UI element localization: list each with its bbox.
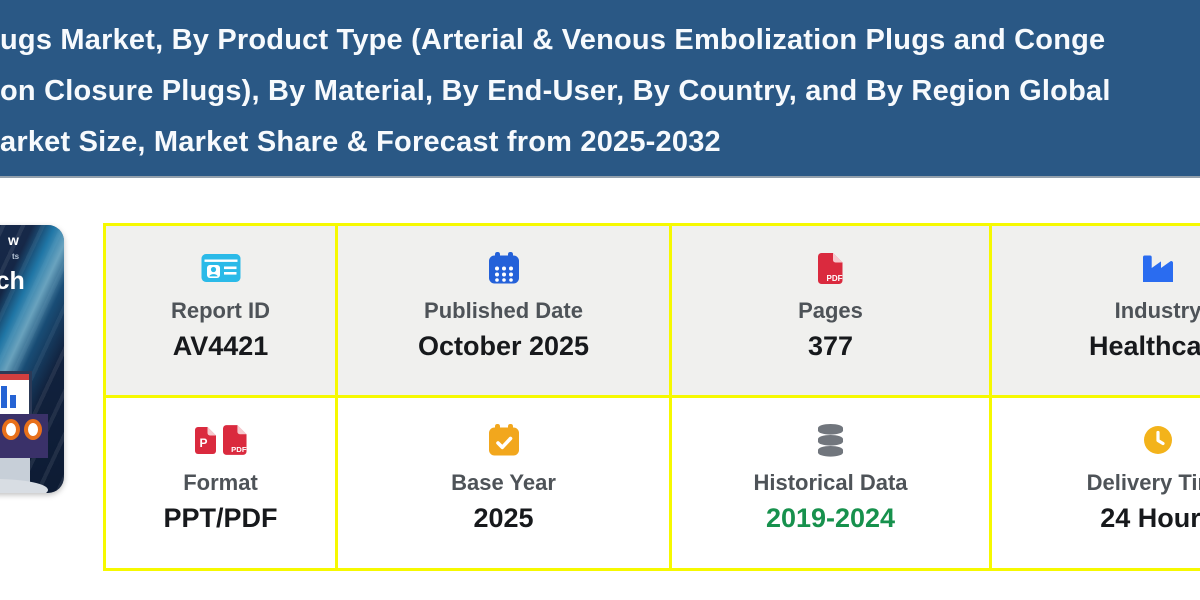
cover-donut-panel [0,414,48,458]
card-pages: PDF Pages 377 [672,226,989,395]
card-value: 2025 [473,503,534,533]
card-historical-data: Historical Data 2019-2024 [672,398,989,568]
calendar-check-icon [488,424,519,456]
cover-monitor-base [0,479,48,493]
card-label: Pages [798,298,863,323]
clock-icon [1144,426,1172,454]
card-value: AV4421 [172,331,269,361]
card-label: Published Date [424,298,583,323]
card-label: Historical Data [753,470,908,495]
report-title-line-1: ugs Market, By Product Type (Arterial & … [0,24,1106,56]
page-header: ugs Market, By Product Type (Arterial & … [0,0,1200,178]
card-delivery-time: Delivery Time 24 Hours [992,398,1200,568]
database-icon [818,423,843,457]
card-label: Report ID [171,298,270,323]
card-value: October 2025 [417,331,590,361]
card-base-year: Base Year 2025 [338,398,669,568]
id-card-icon [201,254,240,282]
industry-icon [1143,255,1174,282]
card-label: Format [183,470,258,495]
pdf-file-icon: PDF [222,425,247,455]
card-label: Delivery Time [1086,470,1200,495]
cover-brand-fragment-1: w [8,232,19,248]
card-label: Base Year [451,470,556,495]
card-format: P PDF Format PPT/PDF [106,398,335,568]
card-industry: Industry Healthcare [992,226,1200,395]
report-cover-thumbnail: w ts arch [0,225,64,493]
pdf-file-icon: PDF [818,252,843,284]
card-label: Industry [1114,298,1200,323]
cover-brand-fragment-3: arch [0,267,25,295]
report-info-table: Report ID AV4421 Published Date October … [103,223,1200,571]
card-value: 377 [807,331,854,361]
card-value: PPT/PDF [163,503,278,533]
ppt-file-icon: P [194,426,216,454]
card-published-date: Published Date October 2025 [338,226,669,395]
report-title-line-2: on Closure Plugs), By Material, By End-U… [0,75,1111,107]
card-value: 24 Hours [1100,503,1200,533]
svg-text:P: P [199,436,207,450]
card-report-id: Report ID AV4421 [106,226,335,395]
card-value: 2019-2024 [765,503,896,533]
card-value: Healthcare [1088,331,1200,361]
cover-chart-screen [0,371,32,417]
calendar-icon [488,252,519,284]
cover-brand-fragment-2: ts [12,252,20,261]
svg-text:PDF: PDF [827,274,843,283]
svg-text:PDF: PDF [231,445,247,454]
report-title-line-3: arket Size, Market Share & Forecast from… [0,126,721,158]
